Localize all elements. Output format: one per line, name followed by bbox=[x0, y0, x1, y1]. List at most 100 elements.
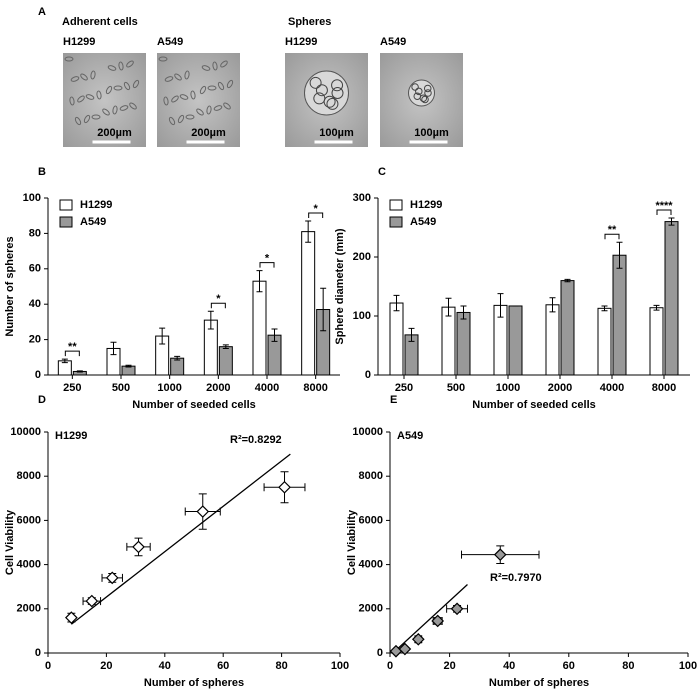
significance-bracket bbox=[210, 302, 226, 309]
cell bbox=[118, 61, 124, 71]
y-tick-label: 6000 bbox=[359, 514, 383, 526]
point bbox=[411, 632, 425, 646]
legend-label: H1299 bbox=[410, 199, 442, 211]
y-axis-title: Cell Viability bbox=[346, 509, 358, 575]
cell bbox=[164, 76, 174, 82]
x-tick-label: 60 bbox=[217, 660, 229, 672]
significance-label: ** bbox=[608, 224, 617, 236]
y-tick-label: 20 bbox=[29, 334, 41, 346]
bar bbox=[664, 221, 679, 376]
error-bar bbox=[320, 287, 327, 332]
cell bbox=[77, 95, 85, 103]
cell bbox=[201, 65, 211, 71]
cell bbox=[207, 85, 217, 91]
scale-bar-label: 200µm bbox=[191, 127, 226, 139]
scale-bar-label: 100µm bbox=[414, 127, 449, 139]
x-tick-label: 4000 bbox=[255, 382, 279, 394]
cell bbox=[64, 56, 74, 62]
cell bbox=[184, 70, 190, 80]
y-tick-label: 40 bbox=[29, 298, 41, 310]
sphere-cell bbox=[423, 84, 432, 93]
panel-letter: C bbox=[378, 166, 386, 178]
x-tick-label: 1000 bbox=[157, 382, 181, 394]
point bbox=[431, 614, 445, 628]
x-tick-label: 500 bbox=[447, 382, 465, 394]
y-tick-label: 100 bbox=[353, 310, 371, 322]
point bbox=[450, 602, 464, 616]
cell bbox=[126, 60, 134, 68]
cell bbox=[112, 105, 118, 115]
bar bbox=[441, 306, 456, 376]
significance-label: * bbox=[216, 293, 221, 305]
error-bar bbox=[668, 217, 675, 226]
fit-line bbox=[70, 453, 291, 625]
significance-bracket bbox=[64, 350, 80, 357]
point bbox=[65, 611, 78, 624]
error-bar bbox=[159, 327, 166, 345]
panel-letter: A bbox=[38, 6, 46, 18]
bar bbox=[170, 357, 185, 376]
error-bar bbox=[564, 278, 571, 283]
sphere-cell bbox=[326, 97, 339, 110]
x-tick-label: 20 bbox=[443, 660, 455, 672]
point bbox=[398, 642, 412, 656]
cell bbox=[107, 65, 117, 71]
fit-line bbox=[392, 584, 468, 654]
x-tick-label: 100 bbox=[331, 660, 349, 672]
cell bbox=[174, 73, 182, 81]
y-tick-label: 10000 bbox=[352, 426, 383, 438]
cell bbox=[123, 81, 131, 91]
error-bar bbox=[76, 370, 83, 373]
cell bbox=[213, 105, 223, 111]
cell bbox=[168, 116, 176, 126]
significance-label: **** bbox=[655, 200, 673, 212]
significance-bracket bbox=[259, 262, 275, 268]
scale-bar-label: 200µm bbox=[97, 127, 132, 139]
y-tick-label: 60 bbox=[29, 263, 41, 275]
error-bar bbox=[616, 241, 623, 269]
significance-bracket bbox=[656, 209, 672, 216]
x-tick-label: 8000 bbox=[303, 382, 327, 394]
y-tick-label: 8000 bbox=[359, 470, 383, 482]
cell bbox=[129, 102, 137, 110]
bar bbox=[649, 307, 664, 376]
y-tick-label: 10000 bbox=[10, 426, 41, 438]
x-tick-label: 8000 bbox=[652, 382, 676, 394]
y-axis-title: Sphere diameter (mm) bbox=[334, 228, 346, 344]
cell bbox=[185, 114, 195, 120]
x-tick-label: 0 bbox=[387, 660, 393, 672]
cell bbox=[179, 94, 189, 100]
error-bar bbox=[256, 270, 263, 293]
sphere-cell bbox=[309, 76, 322, 89]
error-bar bbox=[601, 305, 608, 312]
y-tick-label: 0 bbox=[365, 369, 371, 381]
error-bar bbox=[61, 358, 68, 364]
x-tick-label: 2000 bbox=[206, 382, 230, 394]
sphere-cell bbox=[415, 87, 423, 96]
cell bbox=[132, 79, 140, 89]
significance-label: * bbox=[265, 252, 270, 264]
y-tick-label: 0 bbox=[35, 647, 41, 659]
point bbox=[105, 571, 119, 585]
x-tick-label: 80 bbox=[622, 660, 634, 672]
panel-letter: E bbox=[390, 394, 397, 406]
cell bbox=[85, 94, 95, 100]
axis-line bbox=[47, 432, 340, 654]
x-tick-label: 250 bbox=[63, 382, 81, 394]
bar bbox=[545, 304, 560, 376]
legend-label: A549 bbox=[410, 216, 436, 228]
bar bbox=[612, 254, 627, 376]
cell bbox=[74, 116, 82, 126]
y-tick-label: 4000 bbox=[359, 559, 383, 571]
legend-swatch bbox=[389, 216, 403, 228]
cell bbox=[177, 114, 185, 124]
significance-bracket bbox=[604, 233, 620, 240]
sphere-cell bbox=[315, 84, 328, 97]
scale-bar-label: 100µm bbox=[319, 127, 354, 139]
error-bar bbox=[110, 341, 117, 356]
error-bar bbox=[460, 305, 467, 320]
x-tick-label: 500 bbox=[112, 382, 130, 394]
x-tick-label: 40 bbox=[159, 660, 171, 672]
error-bar bbox=[549, 297, 556, 313]
x-tick-label: 100 bbox=[679, 660, 697, 672]
